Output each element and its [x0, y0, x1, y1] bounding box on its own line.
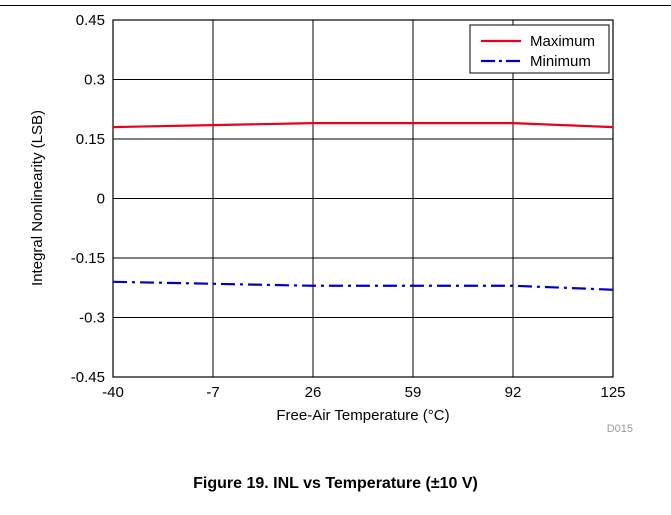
x-tick-label: -40 — [102, 384, 124, 401]
y-tick-label: 0.15 — [76, 131, 105, 148]
x-tick-label: 59 — [405, 384, 422, 401]
y-tick-label: 0.45 — [76, 12, 105, 29]
y-tick-label: -0.45 — [71, 369, 105, 386]
x-tick-label: 26 — [305, 384, 322, 401]
x-tick-label: 125 — [600, 384, 625, 401]
grid — [113, 20, 613, 377]
series-layer — [112, 122, 614, 291]
x-tick-label: 92 — [505, 384, 522, 401]
x-axis-label: Free-Air Temperature (°C) — [276, 407, 449, 424]
ticks: -40 -7 26 59 92 125 0.45 0.3 0.15 0 -0.15 -0.3 -0.45 — [71, 12, 626, 401]
legend-label-maximum: Maximum — [530, 33, 595, 50]
series-line-minimum — [112, 280, 614, 291]
series-line-maximum — [112, 122, 614, 129]
y-tick-label: -0.15 — [71, 250, 105, 267]
legend-label-minimum: Minimum — [530, 53, 591, 70]
top-rule — [0, 5, 671, 6]
y-tick-label: 0.3 — [84, 72, 105, 89]
legend: Maximum Minimum — [469, 24, 610, 74]
y-axis-label: Integral Nonlinearity (LSB) — [29, 110, 46, 286]
x-tick-label: -7 — [206, 384, 219, 401]
figure-code: D015 — [607, 423, 633, 435]
y-tick-label: 0 — [97, 191, 105, 208]
legend-box — [469, 24, 610, 74]
chart: -40 -7 26 59 92 125 0.45 0.3 0.15 0 -0.15 -0.3 -0.45… — [29, 12, 633, 435]
figure-caption: Figure 19. INL vs Temperature (±10 V) — [193, 475, 478, 492]
y-tick-label: -0.3 — [79, 310, 105, 327]
